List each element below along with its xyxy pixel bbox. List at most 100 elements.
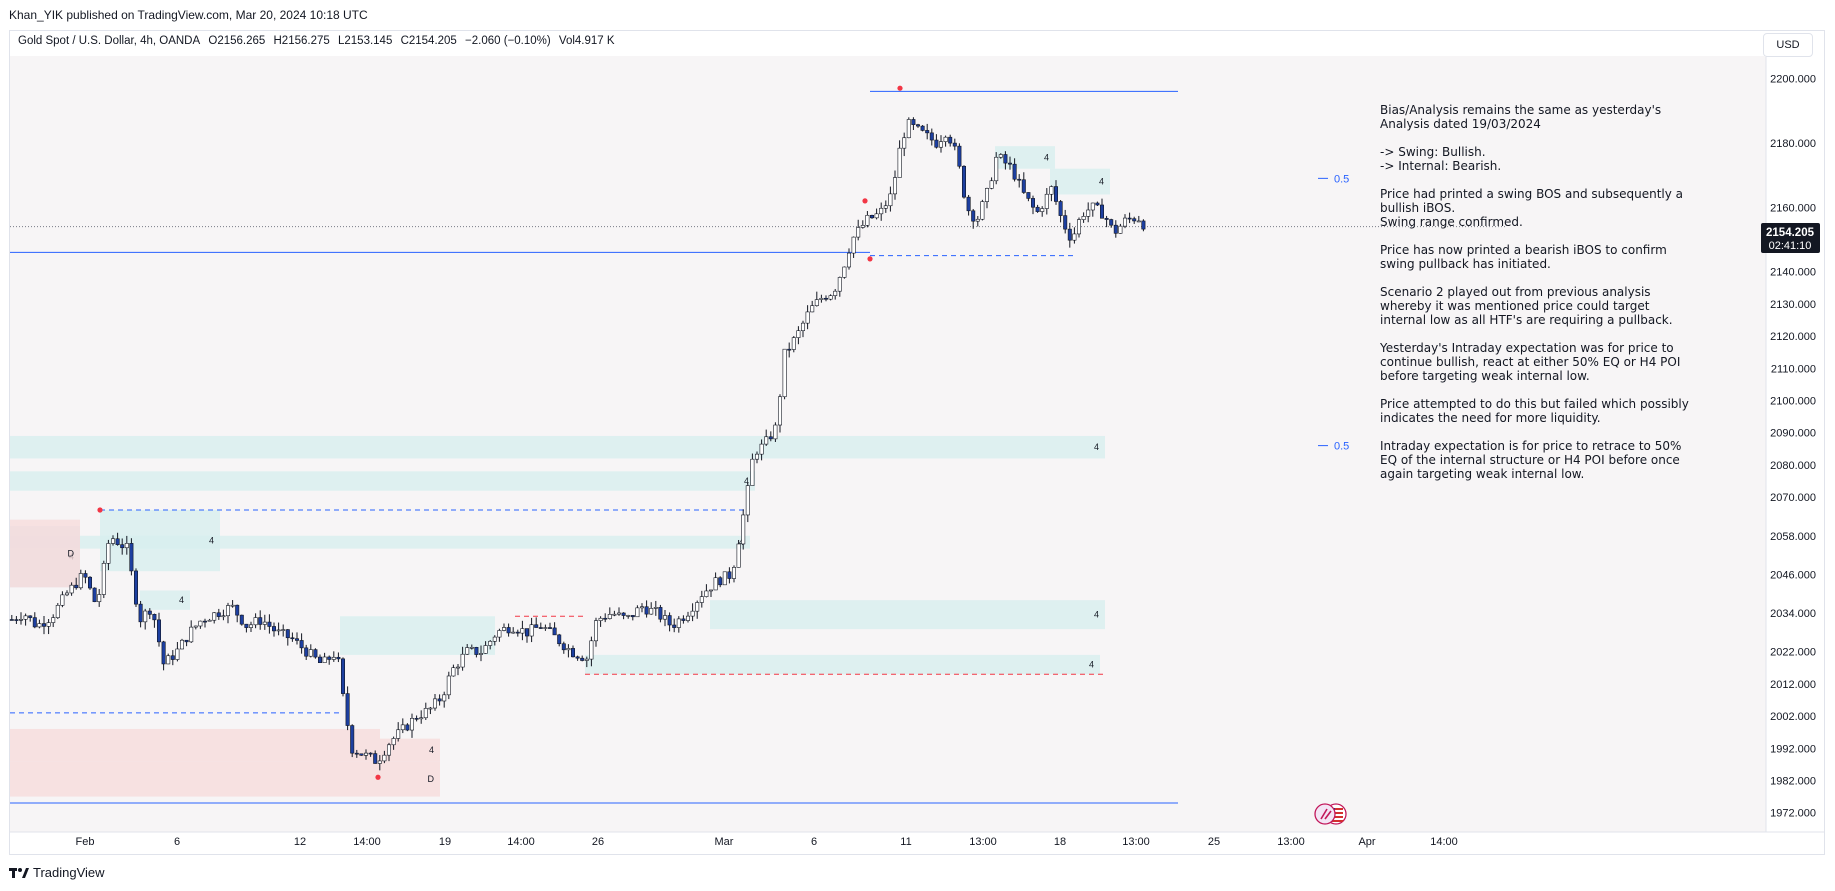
volume-value: Vol4.917 K (558, 35, 615, 47)
candle-body (856, 227, 861, 238)
time-axis-label: 13:00 (969, 836, 997, 848)
price-axis-label: 2080.000 (1770, 460, 1816, 472)
price-axis-label: 2130.000 (1770, 299, 1816, 311)
candle-body (46, 622, 51, 627)
candle-body (180, 639, 185, 650)
candle-body (897, 147, 902, 178)
candle-body (308, 649, 313, 657)
candle-body (175, 648, 180, 660)
candle-body (934, 139, 939, 148)
candle-body (147, 610, 152, 615)
time-axis-label: 19 (439, 836, 451, 848)
tradingview-logo-icon (9, 867, 29, 878)
candle-body (865, 214, 870, 226)
close-value: C2154.205 (400, 35, 457, 47)
candle-body (980, 201, 985, 220)
candle-body (929, 132, 934, 141)
candle-body (92, 587, 97, 603)
candle-body (736, 543, 741, 568)
time-axis-label: 18 (1054, 836, 1066, 848)
candle-body (138, 603, 143, 623)
candle-body (635, 607, 640, 618)
candle-body (111, 538, 116, 544)
price-axis: 2200.000 2180.000 2160.000 2140.000 2130.000… (1770, 74, 1816, 820)
candle-body (971, 210, 976, 222)
candle-body (1077, 219, 1082, 235)
lines-layer (10, 90, 1506, 804)
candle-body (1141, 220, 1146, 230)
candle-body (198, 620, 203, 627)
candle-body (1031, 198, 1036, 208)
zone-label: 4 (1094, 610, 1099, 620)
zone-label: 4 (179, 595, 184, 605)
annotation-line: Yesterday's Intraday expectation was for… (1379, 341, 1674, 355)
candle-body (598, 617, 603, 621)
footer-brand[interactable]: TradingView (9, 865, 105, 880)
price-axis-label: 2140.000 (1770, 267, 1816, 279)
candle-body (331, 656, 336, 660)
symbol-name[interactable]: Gold Spot / U.S. Dollar, 4h, OANDA (18, 35, 201, 47)
candle-body (814, 299, 819, 306)
candle-body (524, 628, 529, 637)
candle-body (317, 656, 322, 664)
candle-body (713, 577, 718, 591)
candle-body (727, 571, 732, 579)
candle-body (948, 136, 953, 144)
zone-label: 4 (1094, 442, 1099, 452)
zone-label: 4 (429, 745, 434, 755)
candle-body (9, 619, 14, 621)
candle-body (994, 156, 999, 182)
price-axis-label: 2200.000 (1770, 74, 1816, 86)
demand-zone (140, 590, 190, 610)
supply-zone (10, 519, 80, 588)
annotation-line: Price had printed a swing BOS and subseq… (1380, 187, 1683, 201)
candle-body (612, 613, 617, 616)
candle-body (874, 213, 879, 219)
price-axis-label: 2002.000 (1770, 711, 1816, 723)
candle-body (37, 623, 42, 628)
candle-body (414, 718, 419, 720)
candle-body (327, 656, 332, 660)
candle-body (405, 724, 410, 731)
annotation-line: swing pullback has initiated. (1380, 257, 1551, 271)
economic-event-icon[interactable] (1314, 803, 1336, 825)
candle-body (639, 606, 644, 609)
candle-body (662, 615, 667, 620)
candle-body (32, 617, 37, 628)
candle-body (791, 337, 796, 350)
candle-body (469, 647, 474, 649)
candle-body (189, 626, 194, 643)
candle-body (432, 698, 437, 709)
candle-body (1017, 178, 1022, 181)
candle-body (699, 596, 704, 603)
price-tag: 2154.205 02:41:10 (1761, 223, 1820, 253)
annotation-line: bullish iBOS. (1380, 201, 1455, 215)
candle-body (741, 514, 746, 545)
candle-body (143, 610, 148, 623)
candle-body (359, 753, 364, 756)
zone-label: 4 (209, 536, 214, 546)
candle-body (488, 640, 493, 646)
candle-body (235, 604, 240, 616)
annotation-line: before targeting weak internal low. (1380, 369, 1590, 383)
candle-body (570, 648, 575, 658)
candle-body (883, 205, 888, 209)
time-axis-label: 14:00 (353, 836, 381, 848)
swing-point-marker (375, 774, 381, 780)
candle-body (152, 614, 157, 621)
candle-body (750, 458, 755, 486)
candle-body (65, 592, 70, 596)
candle-body (161, 641, 166, 665)
annotation-line: Analysis dated 19/03/2024 (1380, 117, 1541, 131)
candle-body (1118, 225, 1123, 234)
candle-body (363, 752, 368, 756)
levels-layer: 0.5 0.5 (1318, 173, 1349, 453)
currency-button[interactable]: USD (1763, 33, 1813, 57)
candle-body (492, 636, 497, 642)
candle-body (745, 485, 750, 516)
chart-frame (9, 30, 1825, 855)
candle-body (561, 643, 566, 651)
candle-body (1063, 215, 1068, 230)
candle-body (368, 752, 373, 755)
